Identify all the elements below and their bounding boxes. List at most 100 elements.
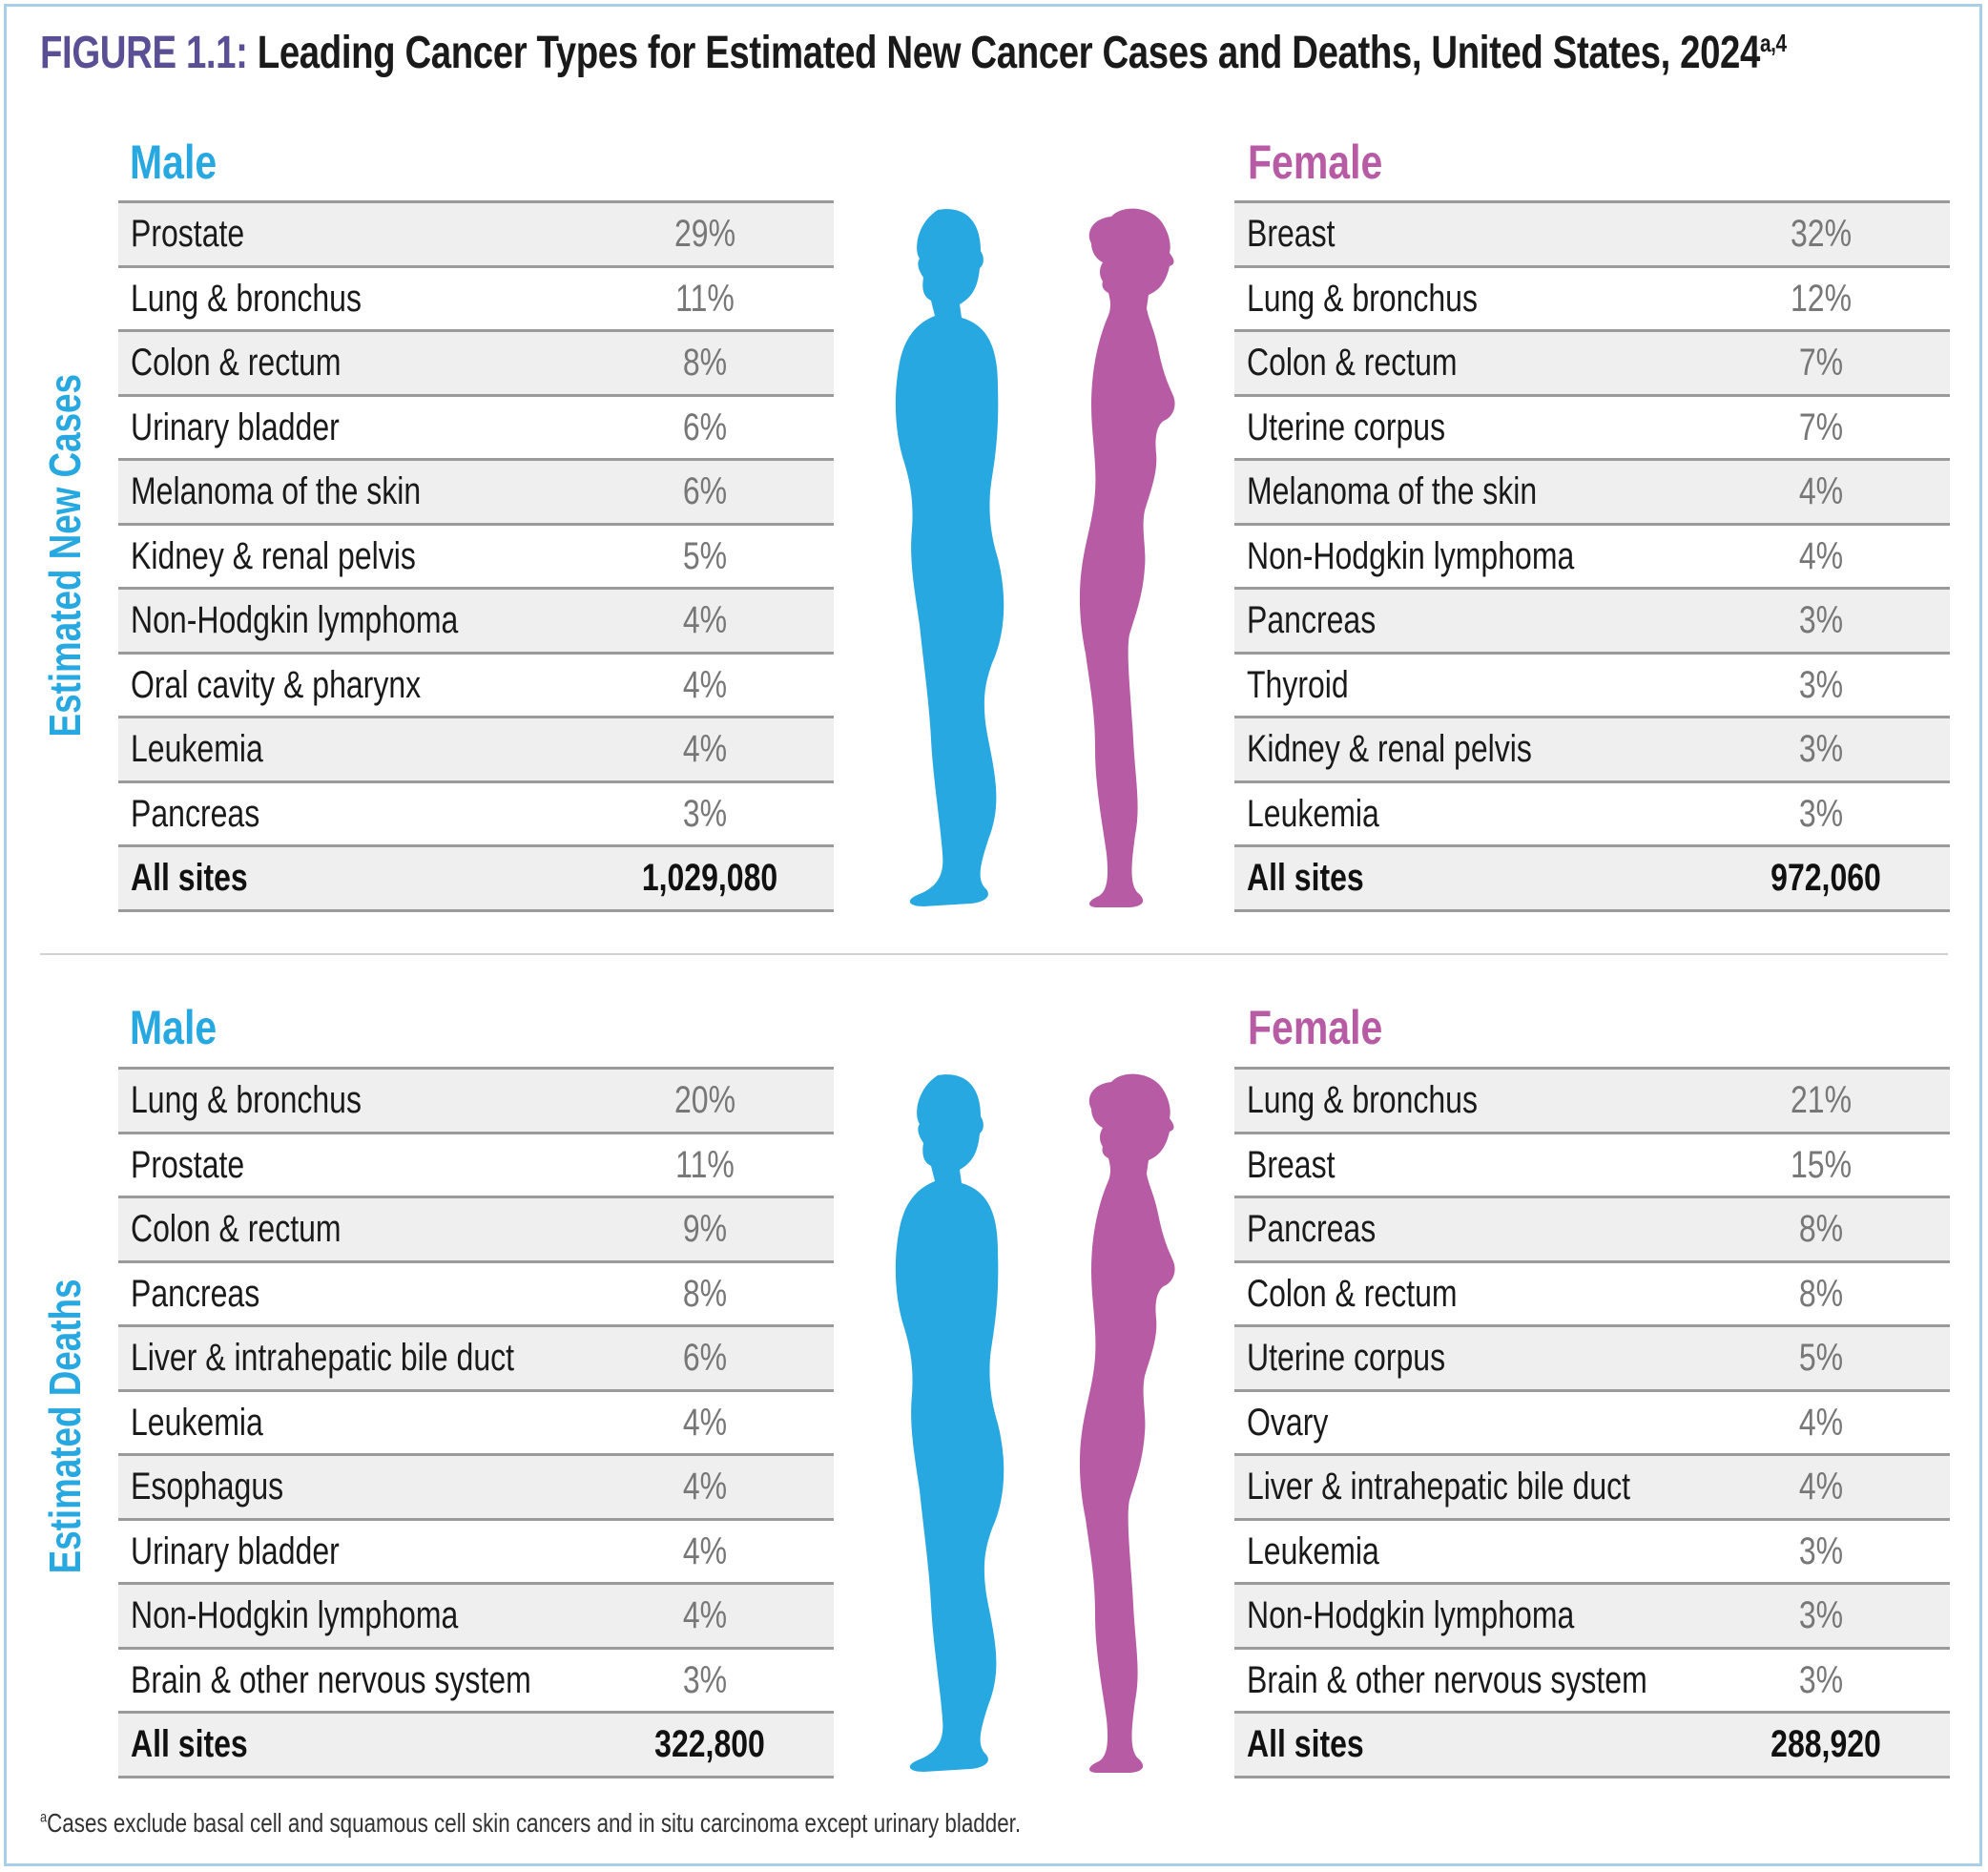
table-row-total: All sites 1,029,080 [118,847,834,912]
section-label-deaths: Estimated Deaths [40,1279,90,1574]
cancer-site: Lung & bronchus [131,1079,362,1121]
table-row: Pancreas 8% [118,1263,834,1327]
figure-label: FIGURE 1.1: [40,28,248,78]
table-row: Liver & intrahepatic bile duct 4% [1234,1456,1950,1521]
cancer-percent: 20% [673,1079,736,1121]
cancer-site: Kidney & renal pelvis [1247,728,1532,770]
all-sites-total: 1,029,080 [641,857,778,899]
cancer-percent: 4% [1798,534,1844,577]
table-row: Colon & rectum 9% [118,1198,834,1263]
table-row: Prostate 29% [118,203,834,268]
cancer-site: Kidney & renal pelvis [131,534,416,577]
cancer-percent: 32% [1790,213,1853,255]
cancer-percent: 11% [675,277,735,320]
table-row: Esophagus 4% [118,1456,834,1521]
cancer-percent: 29% [673,213,736,255]
section-divider [40,953,1948,955]
all-sites-total: 288,920 [1771,1723,1881,1765]
table-row: Leukemia 3% [1234,1521,1950,1585]
table-row: Lung & bronchus 12% [1234,268,1950,332]
cancer-percent: 4% [682,1466,728,1508]
cancer-percent: 12% [1790,277,1853,320]
table-new-cases-male: Prostate 29% Lung & bronchus 11% Colon & rec… [118,200,834,912]
table-row: Colon & rectum 8% [118,332,834,397]
all-sites-label: All sites [131,1723,248,1765]
table-row: Lung & bronchus 20% [118,1070,834,1134]
table-row: Urinary bladder 6% [118,397,834,461]
cancer-percent: 3% [1798,1658,1844,1701]
table-row: Pancreas 8% [1234,1198,1950,1263]
cancer-site: Leukemia [131,728,263,770]
female-heading-deaths: Female [1248,1001,1383,1054]
cancer-percent: 9% [682,1208,728,1250]
cancer-site: Melanoma of the skin [1247,470,1538,512]
cancer-percent: 3% [682,1658,728,1701]
cancer-site: Ovary [1247,1401,1329,1444]
table-row: Uterine corpus 7% [1234,397,1950,461]
cancer-percent: 3% [1798,599,1844,641]
table-row: Leukemia 4% [118,718,834,783]
table-row: Melanoma of the skin 4% [1234,461,1950,526]
table-row: Lung & bronchus 21% [1234,1070,1950,1134]
cancer-site: Lung & bronchus [1247,1079,1478,1121]
cancer-percent: 8% [682,342,728,384]
cancer-site: Melanoma of the skin [131,470,422,512]
cancer-site: Lung & bronchus [131,277,362,320]
cancer-site: Colon & rectum [1247,342,1458,384]
cancer-percent: 11% [675,1143,735,1186]
cancer-site: Non-Hodgkin lymphoma [1247,1594,1575,1636]
section-label-new-cases: Estimated New Cases [40,373,90,738]
table-row: Brain & other nervous system 3% [118,1650,834,1714]
cancer-percent: 8% [1798,1272,1844,1315]
footnote-marker: a [40,1809,48,1826]
cancer-percent: 4% [1798,1466,1844,1508]
cancer-site: Prostate [131,1143,245,1186]
cancer-site: Brain & other nervous system [131,1658,531,1701]
table-row: Kidney & renal pelvis 5% [118,526,834,590]
male-silhouette-icon-2 [895,1074,1004,1772]
cancer-percent: 4% [682,599,728,641]
cancer-percent: 7% [1798,342,1844,384]
cancer-site: Brain & other nervous system [1247,1658,1647,1701]
cancer-site: Pancreas [131,792,260,835]
cancer-site: Leukemia [131,1401,263,1444]
all-sites-total: 972,060 [1771,857,1881,899]
cancer-percent: 8% [1798,1208,1844,1250]
all-sites-label: All sites [1247,1723,1364,1765]
table-row: Leukemia 4% [118,1392,834,1456]
table-deaths-female: Lung & bronchus 21% Breast 15% Pancreas 8% Col… [1234,1067,1950,1778]
cancer-site: Colon & rectum [131,342,342,384]
cancer-percent: 5% [1798,1337,1844,1379]
cancer-percent: 4% [682,1529,728,1572]
table-row: Pancreas 3% [118,783,834,847]
cancer-percent: 4% [1798,470,1844,512]
cancer-site: Colon & rectum [1247,1272,1458,1315]
all-sites-label: All sites [131,857,248,899]
cancer-site: Oral cavity & pharynx [131,663,422,706]
female-silhouette-icon [1079,208,1175,908]
cancer-site: Pancreas [131,1272,260,1315]
cancer-percent: 15% [1790,1143,1853,1186]
cancer-percent: 3% [1798,728,1844,770]
cancer-percent: 4% [682,663,728,706]
cancer-percent: 3% [1798,792,1844,835]
figure-title: FIGURE 1.1: Leading Cancer Types for Est… [40,27,1787,103]
table-row: Brain & other nervous system 3% [1234,1650,1950,1714]
footnote: aCases exclude basal cell and squamous c… [40,1808,1021,1839]
table-row: Oral cavity & pharynx 4% [118,655,834,718]
table-row-total: All sites 288,920 [1234,1714,1950,1778]
table-row: Breast 15% [1234,1134,1950,1198]
cancer-site: Lung & bronchus [1247,277,1478,320]
table-row: Colon & rectum 7% [1234,332,1950,397]
title-superscript: a,4 [1759,29,1787,57]
table-row: Non-Hodgkin lymphoma 4% [118,590,834,655]
table-new-cases-female: Breast 32% Lung & bronchus 12% Colon & rectu… [1234,200,1950,912]
cancer-percent: 5% [682,534,728,577]
table-row: Non-Hodgkin lymphoma 3% [1234,1585,1950,1650]
cancer-percent: 7% [1798,406,1844,448]
male-heading-deaths: Male [130,1001,217,1054]
cancer-site: Prostate [131,213,245,255]
male-silhouette-icon [895,209,1004,907]
cancer-site: Breast [1247,213,1336,255]
cancer-site: Breast [1247,1143,1336,1186]
